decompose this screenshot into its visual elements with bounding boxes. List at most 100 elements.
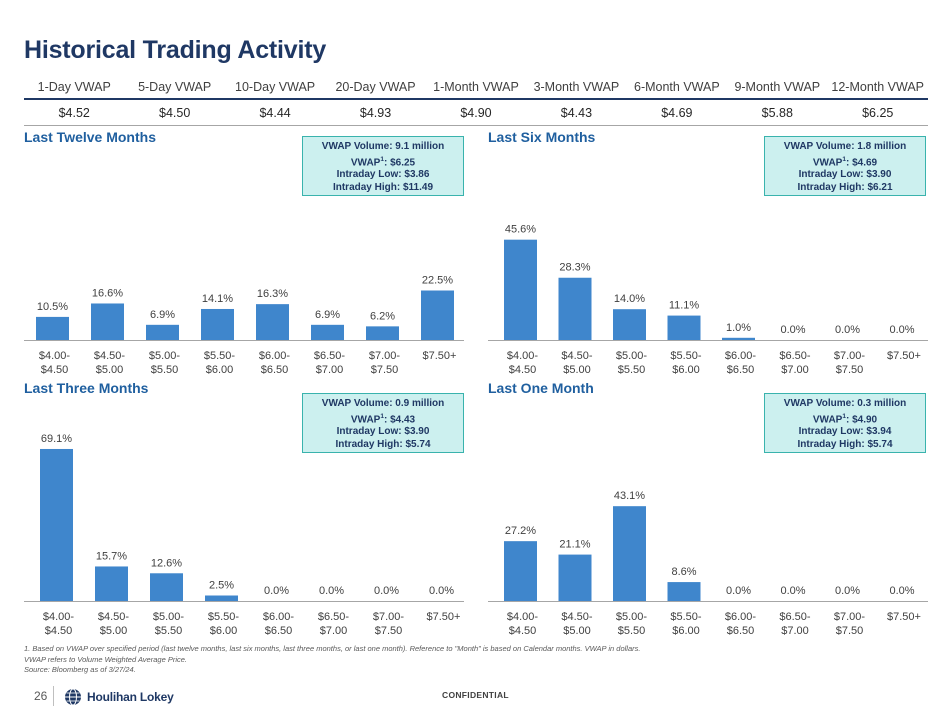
- bar: [504, 239, 537, 340]
- bar: [256, 304, 289, 340]
- callout-high: Intraday High: $5.74: [335, 438, 431, 450]
- brand-name: Houlihan Lokey: [87, 690, 174, 704]
- chart-last-six-months: 45.6% $4.00- $4.50 28.3% $4.50- $5.00 14.0% $5.…: [488, 224, 928, 376]
- vwap-value-row: $4.52 $4.50 $4.44 $4.93 $4.90 $4.43 $4.6…: [24, 100, 928, 126]
- bar: [36, 316, 69, 340]
- tick-label: $4.50-: [561, 350, 593, 362]
- vwap-value: $4.43: [560, 105, 593, 120]
- tick-label: $7.00-: [834, 611, 866, 623]
- confidential-label: CONFIDENTIAL: [442, 690, 509, 700]
- data-label: 16.3%: [257, 288, 288, 300]
- vwap-header: 6-Month VWAP: [634, 80, 720, 94]
- bar: [667, 315, 701, 340]
- tick-label: $7.00: [320, 625, 348, 637]
- bar: [205, 595, 238, 601]
- tick-label: $6.00: [206, 364, 234, 376]
- tick-label: $5.50: [618, 364, 646, 376]
- tick-label: $6.00-: [263, 611, 295, 623]
- tick-label: $4.50-: [98, 611, 130, 623]
- tick-label: $7.50: [375, 625, 403, 637]
- data-label: 0.0%: [889, 324, 914, 336]
- bar: [613, 309, 646, 340]
- footnote: VWAP refers to Volume Weighted Average P…: [24, 654, 187, 664]
- bar: [722, 337, 755, 340]
- tick-label: $6.50-: [318, 611, 350, 623]
- vwap-header: 20-Day VWAP: [335, 80, 416, 94]
- tick-label: $5.50-: [670, 350, 702, 362]
- tick-label: $6.50-: [779, 350, 811, 362]
- tick-label: $7.50+: [423, 350, 457, 362]
- footnote: Source: Bloomberg as of 3/27/24.: [24, 665, 136, 674]
- tick-label: $4.00-: [43, 611, 75, 623]
- vwap-header: 10-Day VWAP: [235, 80, 316, 94]
- bar: [150, 573, 183, 601]
- data-label: 43.1%: [614, 490, 645, 502]
- vwap-value: $6.25: [862, 105, 894, 120]
- data-label: 12.6%: [151, 557, 182, 569]
- data-label: 0.0%: [319, 585, 344, 597]
- tick-label: $4.50: [509, 625, 537, 637]
- chart-last-three-months: 69.1% $4.00- $4.50 15.7% $4.50- $5.00 12.6% $5.…: [24, 433, 464, 637]
- data-label: 45.6%: [505, 224, 536, 236]
- tick-label: $4.50: [45, 625, 73, 637]
- bar: [558, 277, 592, 340]
- data-label: 1.0%: [726, 322, 751, 334]
- tick-label: $6.50: [727, 625, 755, 637]
- tick-label: $7.00: [781, 364, 809, 376]
- chart-last-one-month: 27.2% $4.00- $4.50 21.1% $4.50- $5.00 43.1% $5.…: [488, 490, 928, 637]
- tick-label: $5.00-: [149, 350, 181, 362]
- tick-label: $7.50: [836, 625, 864, 637]
- callout-volume: VWAP Volume: 0.3 million: [783, 398, 907, 409]
- data-label: 0.0%: [889, 585, 914, 597]
- tick-label: $6.00: [672, 364, 700, 376]
- vwap-value: $4.93: [359, 105, 392, 120]
- footnotes: 1. Based on VWAP over specified period (…: [24, 644, 640, 676]
- vwap-header: 1-Month VWAP: [433, 80, 519, 94]
- tick-label: $6.50-: [779, 611, 811, 623]
- callout-low: Intraday Low: $3.90: [798, 169, 892, 181]
- tick-label: $6.50: [727, 364, 755, 376]
- bar: [366, 326, 399, 340]
- callout-l3m: VWAP Volume: 0.9 million VWAP1: $4.43 In…: [302, 393, 464, 453]
- tick-label: $5.00-: [616, 350, 648, 362]
- data-label: 0.0%: [429, 585, 454, 597]
- bar: [613, 506, 646, 601]
- vwap-table: 1-Day VWAP 5-Day VWAP 10-Day VWAP 20-Day…: [24, 76, 928, 126]
- tick-label: $7.00-: [369, 350, 401, 362]
- tick-label: $5.00: [96, 364, 124, 376]
- tick-label: $4.50: [41, 364, 69, 376]
- callout-low: Intraday Low: $3.90: [336, 426, 430, 438]
- data-label: 0.0%: [374, 585, 399, 597]
- vwap-value: $4.50: [159, 105, 191, 120]
- data-label: 16.6%: [92, 287, 123, 299]
- tick-label: $5.50: [155, 625, 183, 637]
- tick-label: $6.00: [210, 625, 238, 637]
- data-label: 6.9%: [315, 309, 340, 321]
- bar: [95, 566, 128, 601]
- page-number: 26: [34, 689, 48, 703]
- data-label: 0.0%: [780, 585, 805, 597]
- vwap-header-row: 1-Day VWAP 5-Day VWAP 10-Day VWAP 20-Day…: [24, 76, 928, 100]
- tick-label: $5.50-: [670, 611, 702, 623]
- data-label: 0.0%: [726, 585, 751, 597]
- data-label: 0.0%: [264, 585, 289, 597]
- vwap-header: 12-Month VWAP: [831, 80, 925, 94]
- bar: [201, 308, 234, 340]
- tick-label: $6.50: [265, 625, 293, 637]
- section-title-l6m: Last Six Months: [488, 129, 596, 145]
- callout-vwap: VWAP1: $6.25: [350, 155, 416, 168]
- callout-volume: VWAP Volume: 1.8 million: [783, 141, 907, 152]
- data-label: 28.3%: [559, 262, 590, 274]
- footnote: 1. Based on VWAP over specified period (…: [24, 644, 641, 653]
- data-label: 69.1%: [41, 433, 72, 445]
- callout-high: Intraday High: $5.74: [797, 438, 893, 450]
- data-label: 6.2%: [370, 310, 395, 322]
- callout-vwap: VWAP1: $4.69: [812, 155, 878, 168]
- tick-label: $5.00: [563, 364, 591, 376]
- data-label: 6.9%: [150, 309, 175, 321]
- data-label: 10.5%: [37, 301, 68, 313]
- callout-high: Intraday High: $11.49: [332, 181, 434, 193]
- bar: [504, 541, 537, 601]
- tick-label: $5.00-: [616, 611, 648, 623]
- callout-l1m: VWAP Volume: 0.3 million VWAP1: $4.90 In…: [764, 393, 926, 453]
